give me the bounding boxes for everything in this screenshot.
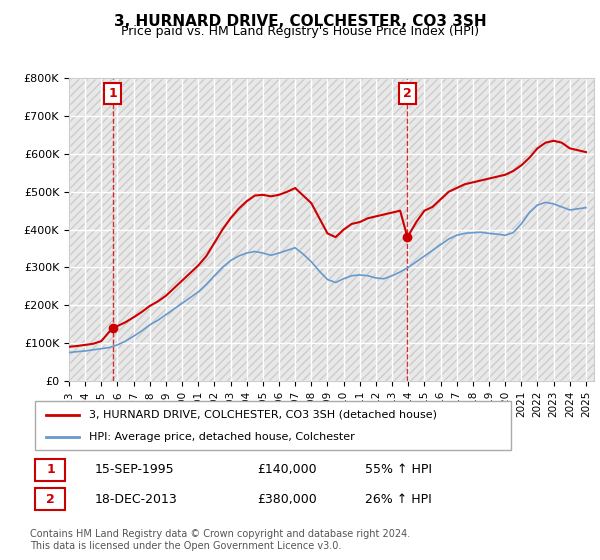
Text: 18-DEC-2013: 18-DEC-2013 [95,493,178,506]
Text: 2: 2 [46,493,55,506]
Text: HPI: Average price, detached house, Colchester: HPI: Average price, detached house, Colc… [89,432,355,442]
Text: 26% ↑ HPI: 26% ↑ HPI [365,493,431,506]
Text: 55% ↑ HPI: 55% ↑ HPI [365,464,432,477]
Text: 1: 1 [108,87,117,100]
Text: 1: 1 [46,464,55,477]
Text: Price paid vs. HM Land Registry's House Price Index (HPI): Price paid vs. HM Land Registry's House … [121,25,479,38]
Text: 3, HURNARD DRIVE, COLCHESTER, CO3 3SH (detached house): 3, HURNARD DRIVE, COLCHESTER, CO3 3SH (d… [89,409,437,419]
Text: £380,000: £380,000 [257,493,317,506]
Text: 15-SEP-1995: 15-SEP-1995 [95,464,175,477]
FancyBboxPatch shape [35,402,511,450]
Bar [69,78,594,381]
Text: Contains HM Land Registry data © Crown copyright and database right 2024.
This d: Contains HM Land Registry data © Crown c… [30,529,410,551]
Text: £140,000: £140,000 [257,464,316,477]
FancyBboxPatch shape [35,488,65,511]
FancyBboxPatch shape [35,459,65,481]
Text: 3, HURNARD DRIVE, COLCHESTER, CO3 3SH: 3, HURNARD DRIVE, COLCHESTER, CO3 3SH [113,14,487,29]
Text: 2: 2 [403,87,412,100]
